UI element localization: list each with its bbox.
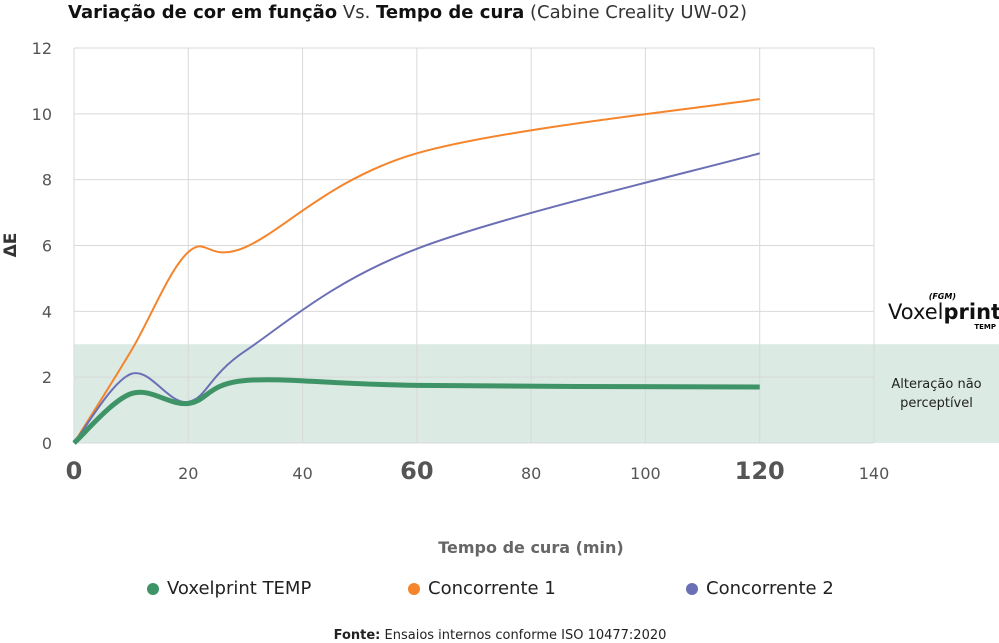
x-tick-label: 120 <box>735 457 785 485</box>
x-tick-label: 100 <box>630 464 661 483</box>
title-part4: (Cabine Creality UW-02) <box>530 2 748 23</box>
legend-item-voxelprint: Voxelprint TEMP <box>147 578 311 599</box>
legend-label: Concorrente 1 <box>428 578 556 599</box>
source-note: Fonte: Ensaios internos conforme ISO 104… <box>0 628 999 643</box>
legend-swatch <box>408 582 420 595</box>
y-tick-label: 10 <box>32 105 52 124</box>
x-axis-label: Tempo de cura (min) <box>438 538 624 557</box>
y-tick-label: 4 <box>42 302 52 321</box>
y-axis-label: ΔE <box>1 233 21 258</box>
x-tick-label: 40 <box>292 464 312 483</box>
legend-swatch <box>686 582 698 595</box>
y-tick-label: 0 <box>42 434 52 453</box>
title-part3: Tempo de cura <box>376 2 525 23</box>
title-part2: Vs. <box>342 2 371 23</box>
legend-item-concorrente-2: Concorrente 2 <box>686 578 834 599</box>
y-tick-label: 2 <box>42 368 52 387</box>
x-tick-label: 0 <box>66 457 83 485</box>
legend-item-concorrente-1: Concorrente 1 <box>408 578 556 599</box>
y-tick-label: 8 <box>42 171 52 190</box>
y-tick-label: 6 <box>42 237 52 256</box>
x-tick-label: 80 <box>521 464 541 483</box>
x-tick-label: 20 <box>178 464 198 483</box>
voxelprint-logo: (FGM) Voxelprint TEMP <box>888 292 999 331</box>
x-tick-label: 60 <box>400 457 433 485</box>
legend-swatch <box>147 582 159 595</box>
legend-label: Voxelprint TEMP <box>167 578 312 599</box>
legend-label: Concorrente 2 <box>706 578 834 599</box>
band-label: Alteração não perceptível <box>891 377 982 411</box>
source-text: Ensaios internos conforme ISO 10477:2020 <box>384 628 667 643</box>
tolerance-band <box>74 344 999 443</box>
chart-title: Variação de cor em função Vs. Tempo de c… <box>68 2 747 23</box>
source-label: Fonte: <box>333 628 381 643</box>
y-tick-label: 12 <box>32 39 52 58</box>
title-part1: Variação de cor em função <box>68 2 338 23</box>
x-tick-label: 140 <box>859 464 890 483</box>
